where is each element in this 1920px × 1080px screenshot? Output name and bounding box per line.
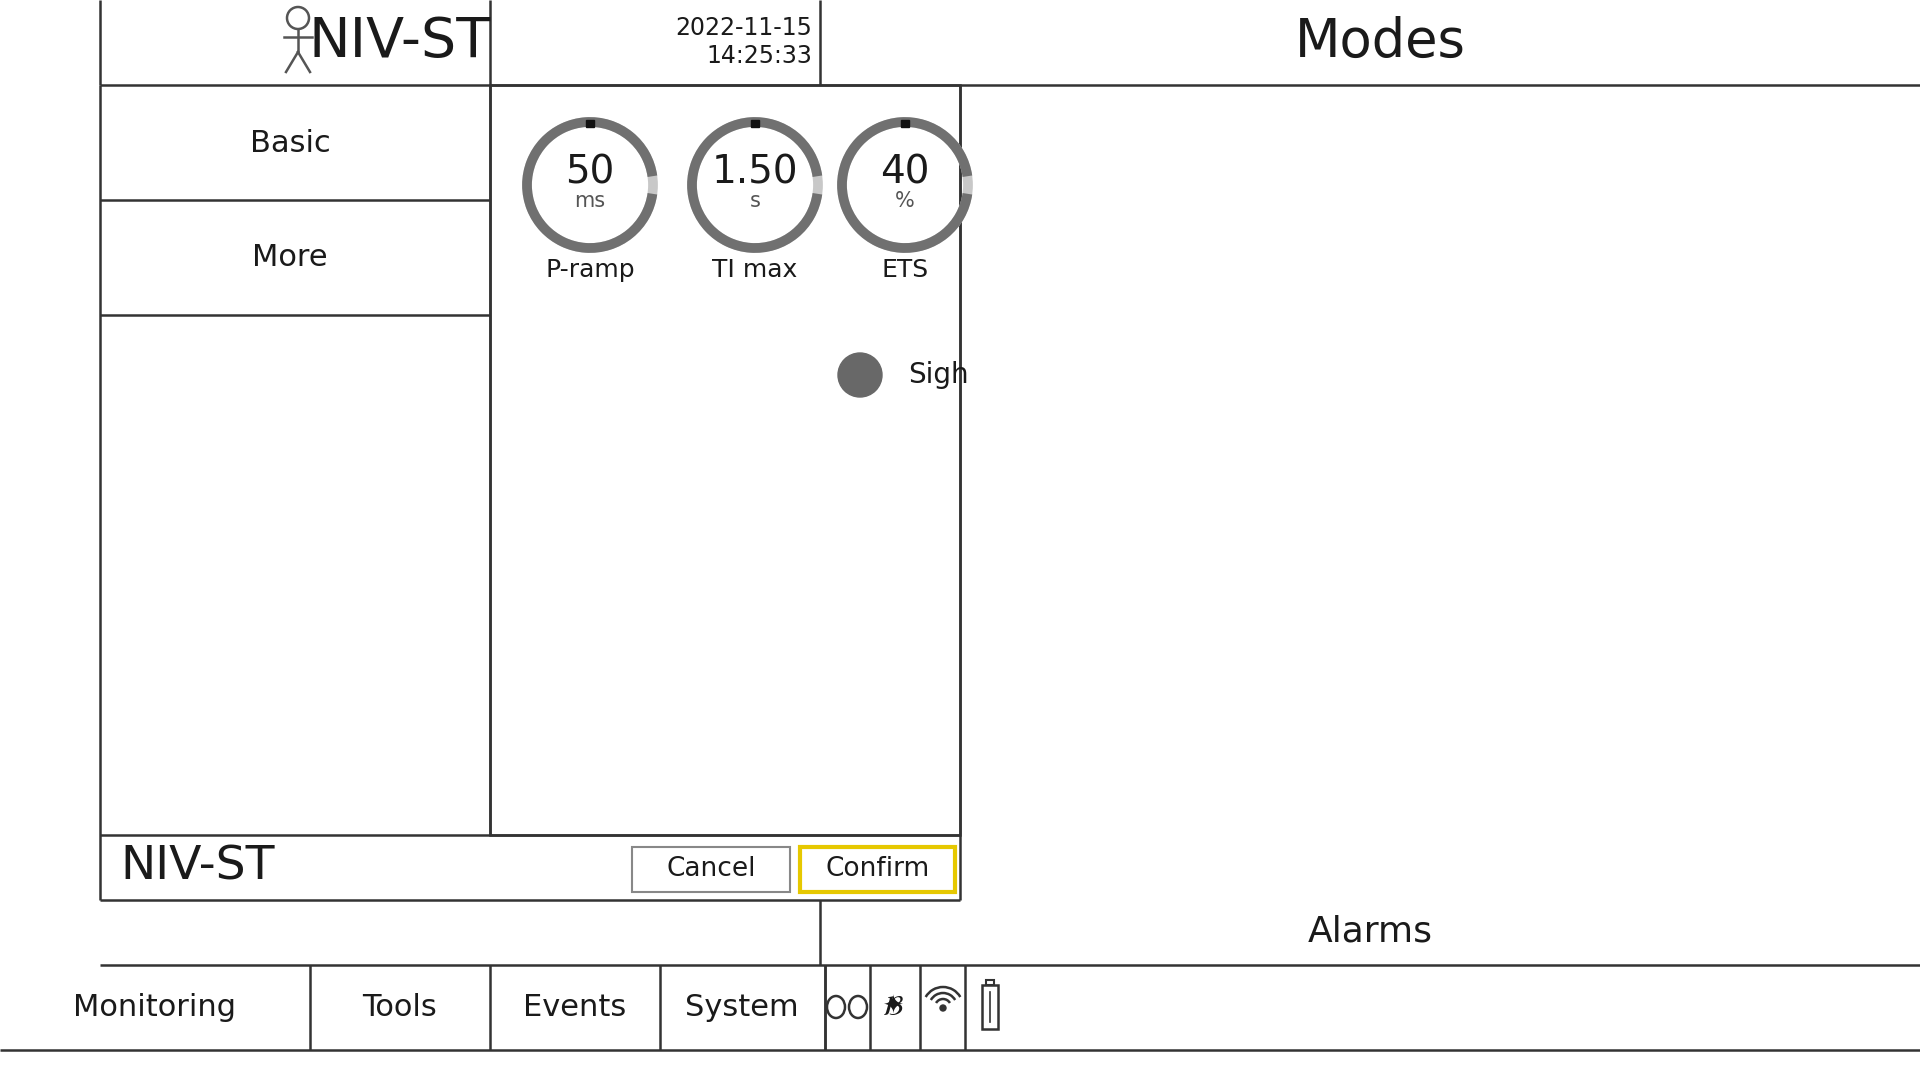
Bar — [801, 847, 954, 892]
Bar — [490, 85, 960, 835]
Text: Events: Events — [524, 993, 626, 1022]
Text: Confirm: Confirm — [826, 856, 929, 882]
Text: System: System — [685, 993, 799, 1022]
Text: Tools: Tools — [363, 993, 438, 1022]
Text: More: More — [252, 243, 328, 271]
Text: Sigh: Sigh — [908, 361, 968, 389]
Text: ETS: ETS — [881, 258, 929, 282]
Bar — [586, 120, 593, 127]
Text: Cancel: Cancel — [666, 856, 756, 882]
Bar — [981, 985, 998, 1029]
Text: Modes: Modes — [1294, 16, 1465, 68]
Text: P-ramp: P-ramp — [545, 258, 636, 282]
Text: 1.50: 1.50 — [712, 154, 799, 192]
Bar — [900, 120, 908, 127]
Bar — [987, 980, 995, 985]
Text: Basic: Basic — [250, 129, 330, 158]
Text: Monitoring: Monitoring — [73, 993, 236, 1022]
Bar — [751, 120, 758, 127]
Text: 50: 50 — [564, 154, 614, 192]
Text: s: s — [749, 191, 760, 211]
Bar — [632, 847, 789, 892]
Circle shape — [941, 1005, 947, 1011]
Text: Alarms: Alarms — [1308, 915, 1432, 949]
Circle shape — [837, 353, 881, 397]
Text: %: % — [895, 191, 914, 211]
Text: ✦: ✦ — [883, 995, 904, 1020]
Text: 40: 40 — [879, 154, 929, 192]
Text: $\mathcal{B}$: $\mathcal{B}$ — [881, 993, 904, 1021]
Text: 2022-11-15
14:25:33: 2022-11-15 14:25:33 — [676, 16, 812, 68]
Text: ms: ms — [574, 191, 605, 211]
Text: TI max: TI max — [712, 258, 797, 282]
Text: NIV-ST: NIV-ST — [119, 845, 275, 890]
Text: NIV-ST: NIV-ST — [309, 15, 492, 69]
